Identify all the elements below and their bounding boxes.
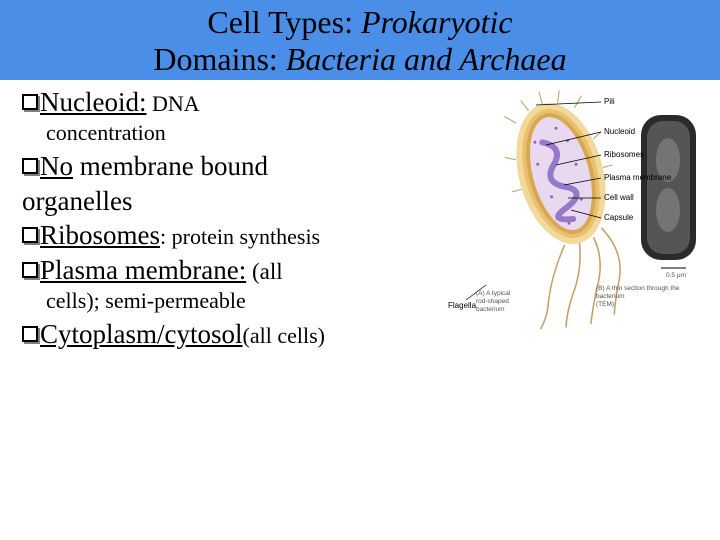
- title-line2-plain: Domains:: [153, 41, 285, 77]
- bullet-nucleoid-sub: concentration: [46, 120, 442, 146]
- bullet-text: Ribosomes: protein synthesis: [40, 219, 320, 251]
- bullet-plasma: Plasma membrane: (all: [22, 254, 442, 286]
- label-ribosomes: Ribosomes: [604, 150, 644, 159]
- bullet-no-membrane-cont: organelles: [22, 185, 442, 217]
- bullet-cytoplasm: Cytoplasm/cytosol(all cells): [22, 318, 442, 350]
- caption-a3: bacterium: [476, 306, 505, 313]
- bullet-text: Nucleoid: DNA: [40, 86, 200, 118]
- caption-b1: (B) A thin section through the: [596, 285, 680, 292]
- label-plasma: Plasma membrane: [604, 173, 672, 182]
- label-wall: Cell wall: [604, 193, 634, 202]
- bullet-text: No membrane bound: [40, 150, 268, 182]
- content-area: Nucleoid: DNA concentration No membrane …: [0, 80, 464, 351]
- bullet-ribosomes: Ribosomes: protein synthesis: [22, 219, 442, 251]
- title-line1-plain: Cell Types:: [207, 4, 361, 40]
- bullet-plasma-sub: cells); semi-permeable: [46, 288, 442, 314]
- caption-b2: bacterium: [596, 293, 625, 300]
- tem-section: [641, 115, 696, 268]
- title-line1-italic: Prokaryotic: [361, 4, 513, 40]
- bullet-icon: [22, 227, 38, 243]
- bullet-text: Cytoplasm/cytosol(all cells): [40, 318, 325, 350]
- label-nucleoid: Nucleoid: [604, 127, 635, 136]
- caption-b3: (TEM): [596, 301, 614, 308]
- bullet-icon: [22, 94, 38, 110]
- title-line1: Cell Types: Prokaryotic: [0, 4, 720, 41]
- bullet-icon: [22, 326, 38, 342]
- bullet-icon: [22, 158, 38, 174]
- bullet-nucleoid: Nucleoid: DNA: [22, 86, 442, 118]
- title-bar: Cell Types: Prokaryotic Domains: Bacteri…: [0, 0, 720, 80]
- scale-label: 0.5 μm: [666, 272, 686, 279]
- label-flagella: Flagella: [448, 301, 477, 310]
- title-line2-italic: Bacteria and Archaea: [286, 41, 567, 77]
- label-capsule: Capsule: [604, 213, 634, 222]
- cell-diagram: 0.5 μm Pili Nucleoid Ribosomes Plasma me…: [446, 90, 708, 330]
- caption-a2: rod-shaped: [476, 298, 509, 305]
- bullet-no-membrane: No membrane bound: [22, 150, 442, 182]
- bullet-icon: [22, 262, 38, 278]
- caption-a1: (A) A typical: [476, 290, 511, 297]
- label-pili: Pili: [604, 97, 615, 106]
- title-line2: Domains: Bacteria and Archaea: [0, 41, 720, 78]
- bullet-text: Plasma membrane: (all: [40, 254, 283, 286]
